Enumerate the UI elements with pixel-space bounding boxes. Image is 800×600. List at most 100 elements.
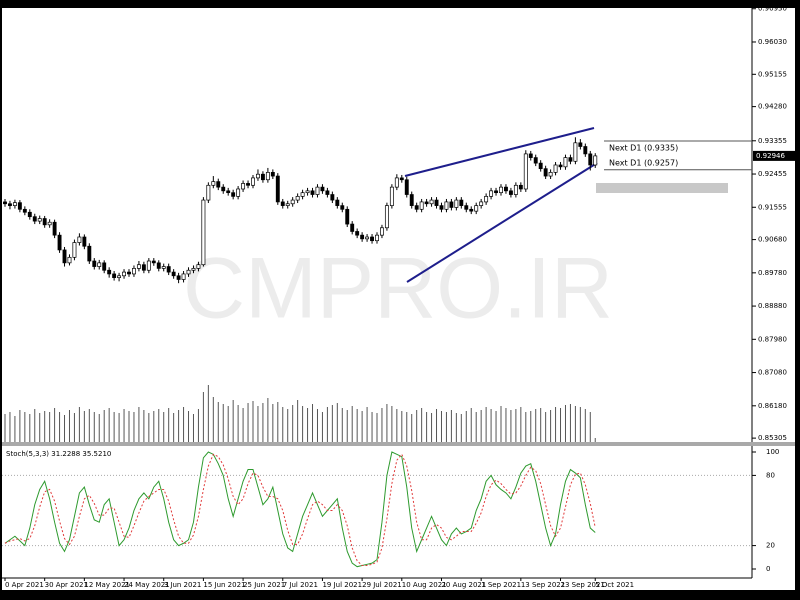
candle-body (474, 205, 479, 212)
candle-body (360, 234, 365, 240)
x-tick-label: 24 May 2021 (124, 581, 170, 589)
candle-body (330, 194, 335, 201)
candle-body (573, 142, 578, 162)
y-tick-label: 0.96030 (758, 38, 787, 46)
y-tick-label: 0.88880 (758, 302, 787, 310)
candle-body (434, 199, 439, 206)
candle-body (563, 157, 568, 168)
candle-body (57, 234, 62, 251)
candle-body (310, 190, 315, 195)
level-label: Next D1 (0.9335) (609, 143, 678, 152)
candle-body (32, 216, 37, 222)
last-price-box (753, 150, 796, 161)
candle-body (127, 271, 131, 275)
y-tick-label: 0.92455 (758, 170, 787, 178)
candle-body (256, 173, 260, 179)
candle-body (548, 172, 553, 177)
x-tick-label: 7 Jul 2021 (283, 581, 318, 589)
y-tick-label: 0.94280 (758, 103, 787, 111)
y-tick-label: 0.96930 (758, 5, 787, 13)
x-tick-label: 13 Sep 2021 (521, 581, 565, 589)
x-tick-label: 25 Jun 2021 (243, 581, 285, 589)
candle-body (146, 260, 151, 271)
candle-body (513, 184, 518, 195)
watermark: CMPRO.IR (183, 241, 613, 337)
y-tick-label: 0.85305 (758, 434, 787, 442)
candle-body (345, 208, 350, 225)
candle-body (350, 223, 355, 232)
upper-trendline (404, 127, 595, 177)
y-tick-label: 0.93355 (758, 137, 787, 145)
candle-body (122, 271, 126, 277)
candle-body (270, 172, 275, 177)
candle-body (12, 202, 17, 206)
candle-body (533, 157, 538, 164)
candle-body (508, 190, 513, 195)
level-label: Next D1 (0.9257) (609, 158, 678, 167)
x-tick-label: 3 Jun 2021 (164, 581, 202, 589)
candle-body (389, 186, 394, 206)
x-tick-label: 5 Oct 2021 (595, 581, 634, 589)
candle-body (8, 203, 12, 206)
x-tick-label: 15 Jun 2021 (203, 581, 245, 589)
candle-body (221, 186, 226, 192)
candle-body (409, 194, 414, 206)
candle-body (335, 199, 340, 206)
candle-body (290, 199, 295, 205)
candle-body (97, 262, 102, 267)
x-tick-label: 12 May 2021 (84, 581, 130, 589)
candle-body (320, 186, 325, 192)
candle-body (176, 275, 181, 280)
y-tick-label: 0.95155 (758, 70, 787, 78)
candle-body (42, 218, 47, 226)
candle-body (375, 234, 379, 242)
x-tick-label: 19 Jul 2021 (322, 581, 362, 589)
candle-body (518, 184, 523, 190)
candle-body (280, 201, 285, 206)
candle-body (246, 183, 250, 186)
x-tick-label: 20 Aug 2021 (441, 581, 486, 589)
candle-body (568, 157, 573, 162)
candle-body (439, 205, 444, 210)
y-tick-label: 0.87980 (758, 335, 787, 343)
candle-body (231, 192, 236, 197)
candle-body (211, 181, 216, 186)
indicator-tick-label: 0 (766, 565, 770, 573)
candle-body (181, 273, 186, 280)
panel-separator (2, 442, 795, 446)
y-tick-label: 0.89780 (758, 269, 787, 277)
x-tick-label: 23 Sep 2021 (561, 581, 605, 589)
chart-background (2, 8, 795, 590)
candle-body (156, 262, 161, 269)
y-tick-label: 0.86180 (758, 402, 787, 410)
candle-body (107, 269, 112, 275)
candle-body (355, 231, 360, 236)
candle-body (47, 221, 52, 226)
y-tick-label: 0.90680 (758, 236, 787, 244)
candle-body (429, 199, 434, 205)
candle-body (340, 205, 345, 210)
x-tick-label: 0 Apr 2021 (5, 581, 44, 589)
candle-body (3, 201, 7, 205)
candle-body (236, 188, 241, 197)
candle-body (27, 211, 32, 218)
candle-body (444, 201, 449, 210)
candle-body (141, 264, 146, 271)
last-price-label: 0.92946 (756, 152, 785, 160)
candle-body (260, 173, 265, 181)
candle-body (394, 177, 399, 188)
candle-body (414, 205, 419, 210)
candle-body (216, 181, 221, 188)
candle-body (241, 183, 246, 190)
indicator-line (4, 451, 596, 568)
candle-body (399, 177, 404, 181)
candle-body (22, 208, 27, 213)
x-tick-label: 29 Jul 2021 (362, 581, 402, 589)
candle-body (494, 190, 498, 194)
candle-body (484, 196, 489, 203)
candle-body (419, 201, 424, 210)
candle-body (196, 264, 201, 269)
indicator-tick-label: 100 (766, 448, 779, 456)
candle-body (578, 142, 583, 147)
